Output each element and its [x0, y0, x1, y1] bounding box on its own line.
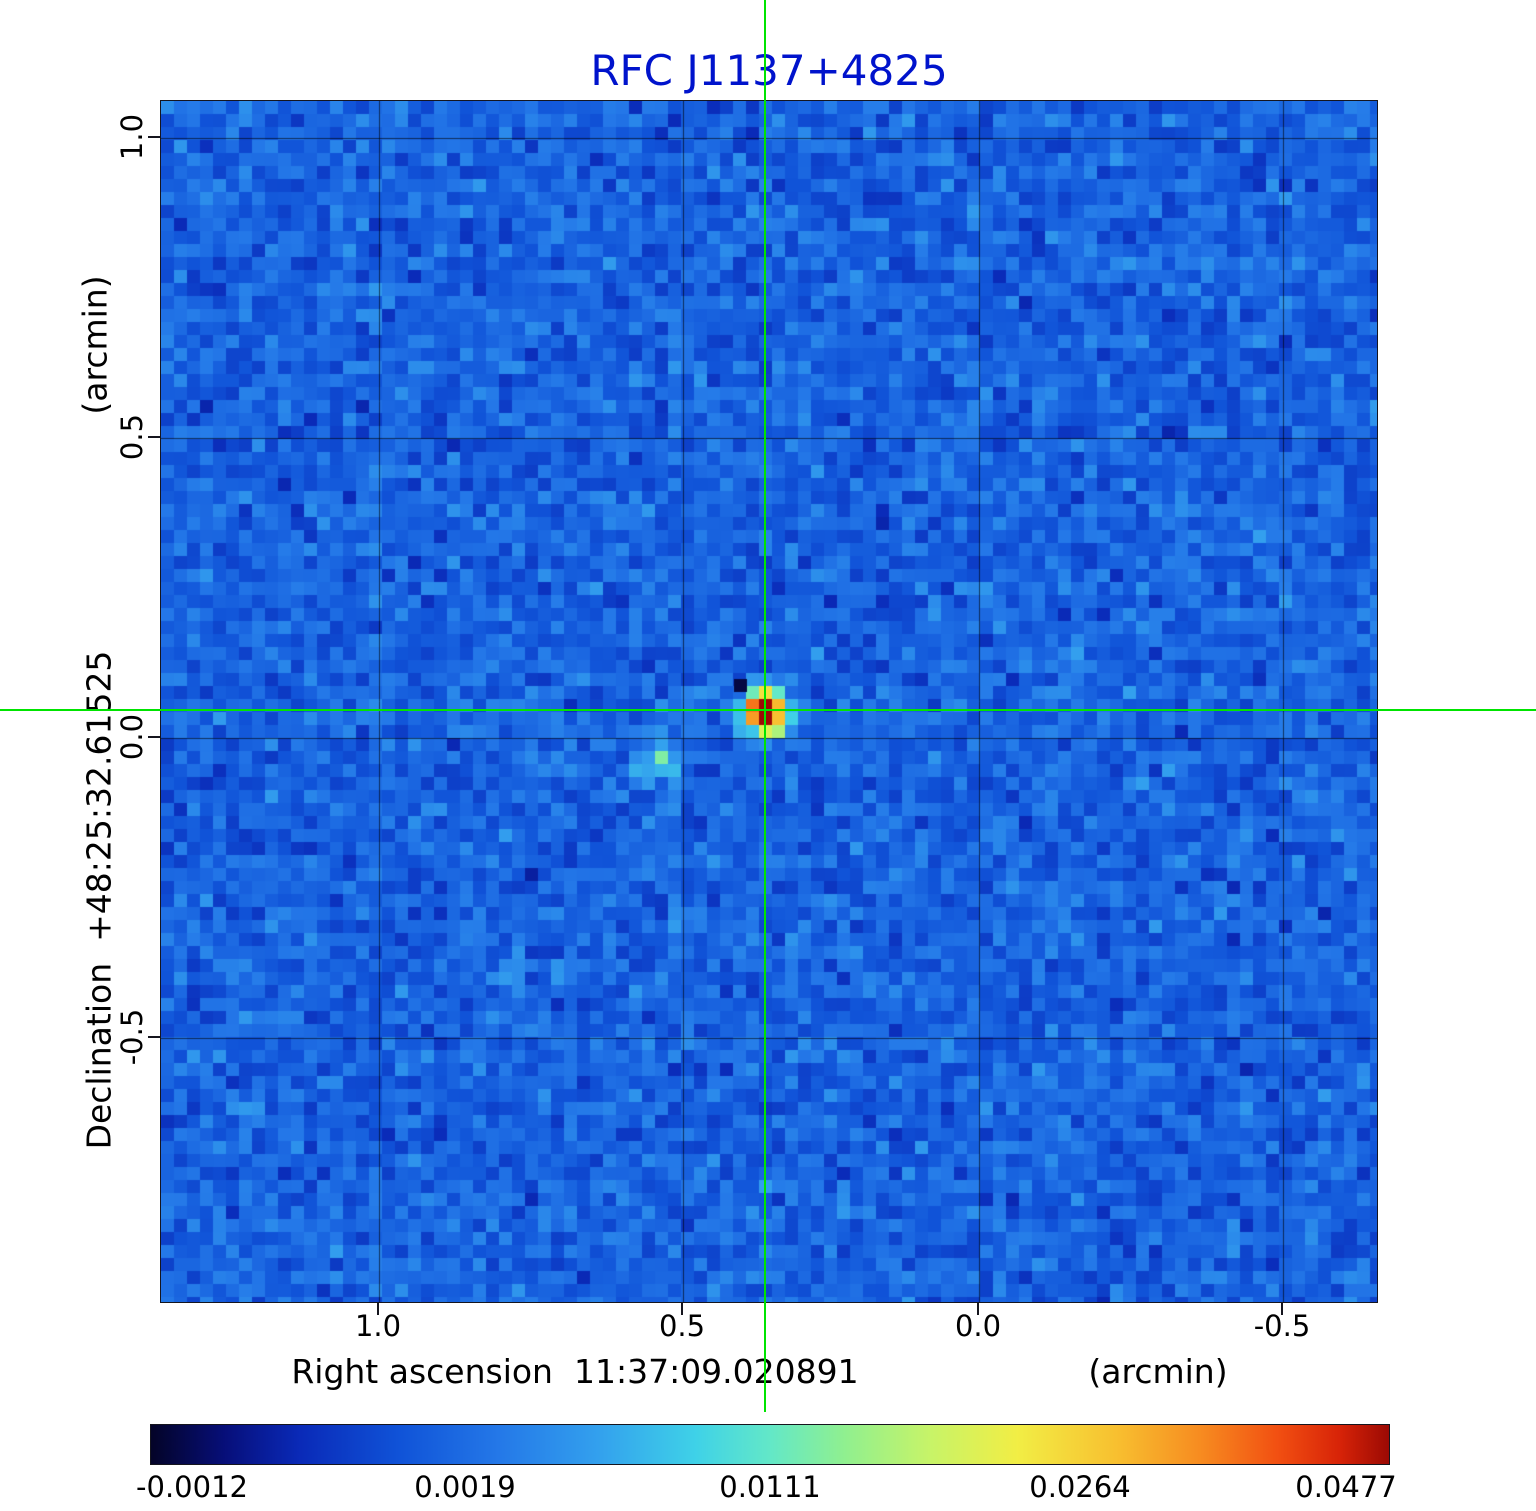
- y-tick-mark: [148, 136, 160, 138]
- x-axis-coordinate: 11:37:09.020891: [573, 1352, 859, 1391]
- crosshair-horizontal-line: [0, 709, 1536, 711]
- x-axis-title: Right ascension 11:37:09.020891: [291, 1352, 858, 1391]
- crosshair-vertical-line: [764, 0, 766, 1412]
- x-tick-mark: [681, 1303, 683, 1315]
- colorbar-tick-0: -0.0012: [136, 1470, 248, 1504]
- figure-title: RFC J1137+4825: [590, 46, 948, 95]
- x-tick-mark: [977, 1303, 979, 1315]
- y-tick-mark: [148, 436, 160, 438]
- colorbar-tick-4: 0.0477: [1295, 1470, 1397, 1504]
- colorbar-tick-3: 0.0264: [1029, 1470, 1131, 1504]
- colorbar-tick-1: 0.0019: [414, 1470, 516, 1504]
- y-tick-label-m0p5: -0.5: [115, 1008, 149, 1066]
- sky-image-frame: [160, 100, 1378, 1303]
- y-tick-mark: [148, 1036, 160, 1038]
- y-tick-label-1p0: 1.0: [115, 113, 149, 161]
- y-tick-mark: [148, 736, 160, 738]
- colorbar-tick-2: 0.0111: [719, 1470, 821, 1504]
- y-tick-label-0p0: 0.0: [115, 713, 149, 761]
- y-tick-label-0p5: 0.5: [115, 413, 149, 461]
- y-axis-title: Declination +48:25:32.61525: [80, 651, 119, 1150]
- y-axis-title-text: Declination: [79, 962, 119, 1150]
- x-axis-title-text: Right ascension: [291, 1352, 553, 1391]
- x-tick-mark: [377, 1303, 379, 1315]
- x-tick-mark: [1281, 1303, 1283, 1315]
- y-axis-coordinate: +48:25:32.61525: [79, 650, 119, 942]
- x-axis-unit-label: (arcmin): [1088, 1352, 1228, 1391]
- colorbar: [150, 1424, 1390, 1465]
- sky-image-canvas: [161, 101, 1377, 1302]
- y-axis-unit-label: (arcmin): [75, 275, 115, 415]
- colorbar-canvas: [151, 1425, 1389, 1464]
